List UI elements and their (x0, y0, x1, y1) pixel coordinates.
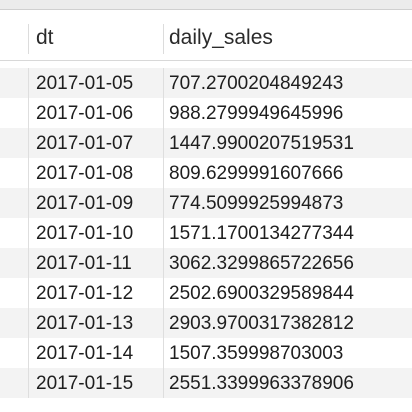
cell-dt: 2017-01-11 (36, 253, 132, 274)
table-row[interactable]: 2017-01-10 1571.1700134277344 (0, 218, 412, 248)
table-row[interactable]: 2017-01-06 988.2799949645996 (0, 98, 412, 128)
table-row[interactable]: 2017-01-12 2502.6900329589844 (0, 278, 412, 308)
top-toolbar-strip (0, 0, 412, 10)
table-header: dt daily_sales (0, 10, 412, 61)
table-row[interactable]: 2017-01-15 2551.3399963378906 (0, 368, 412, 398)
header-separator (28, 24, 29, 54)
column-header-dt[interactable]: dt (36, 26, 54, 49)
cell-daily-sales: 1571.1700134277344 (169, 223, 354, 244)
cell-dt: 2017-01-09 (36, 193, 134, 214)
cell-daily-sales: 2502.6900329589844 (169, 283, 354, 304)
table-row[interactable]: 2017-01-09 774.5099925994873 (0, 188, 412, 218)
cell-dt: 2017-01-05 (36, 73, 134, 94)
cell-dt: 2017-01-10 (36, 223, 134, 244)
cell-dt: 2017-01-12 (36, 283, 134, 304)
cell-dt: 2017-01-07 (36, 133, 134, 154)
cell-dt: 2017-01-15 (36, 373, 134, 394)
cell-daily-sales: 1507.359998703003 (169, 343, 344, 364)
header-separator (163, 24, 164, 54)
cell-dt: 2017-01-08 (36, 163, 134, 184)
cell-daily-sales: 1447.9900207519531 (169, 133, 354, 154)
table-row[interactable]: 2017-01-11 3062.3299865722656 (0, 248, 412, 278)
column-header-daily-sales[interactable]: daily_sales (169, 26, 273, 49)
cell-daily-sales: 3062.3299865722656 (169, 253, 354, 274)
cell-daily-sales: 2551.3399963378906 (169, 373, 354, 394)
cell-daily-sales: 988.2799949645996 (169, 103, 344, 124)
table-body: 2017-01-05 707.2700204849243 2017-01-06 98… (0, 68, 412, 398)
table-row[interactable]: 2017-01-08 809.6299991607666 (0, 158, 412, 188)
cell-daily-sales: 774.5099925994873 (169, 193, 344, 214)
cell-dt: 2017-01-06 (36, 103, 134, 124)
cell-daily-sales: 2903.9700317382812 (169, 313, 354, 334)
table-row[interactable]: 2017-01-13 2903.9700317382812 (0, 308, 412, 338)
cell-daily-sales: 809.6299991607666 (169, 163, 344, 184)
table-row[interactable]: 2017-01-05 707.2700204849243 (0, 68, 412, 98)
cell-dt: 2017-01-14 (36, 343, 134, 364)
table-row[interactable]: 2017-01-14 1507.359998703003 (0, 338, 412, 368)
cell-daily-sales: 707.2700204849243 (169, 73, 344, 94)
cell-dt: 2017-01-13 (36, 313, 134, 334)
table-row[interactable]: 2017-01-07 1447.9900207519531 (0, 128, 412, 158)
